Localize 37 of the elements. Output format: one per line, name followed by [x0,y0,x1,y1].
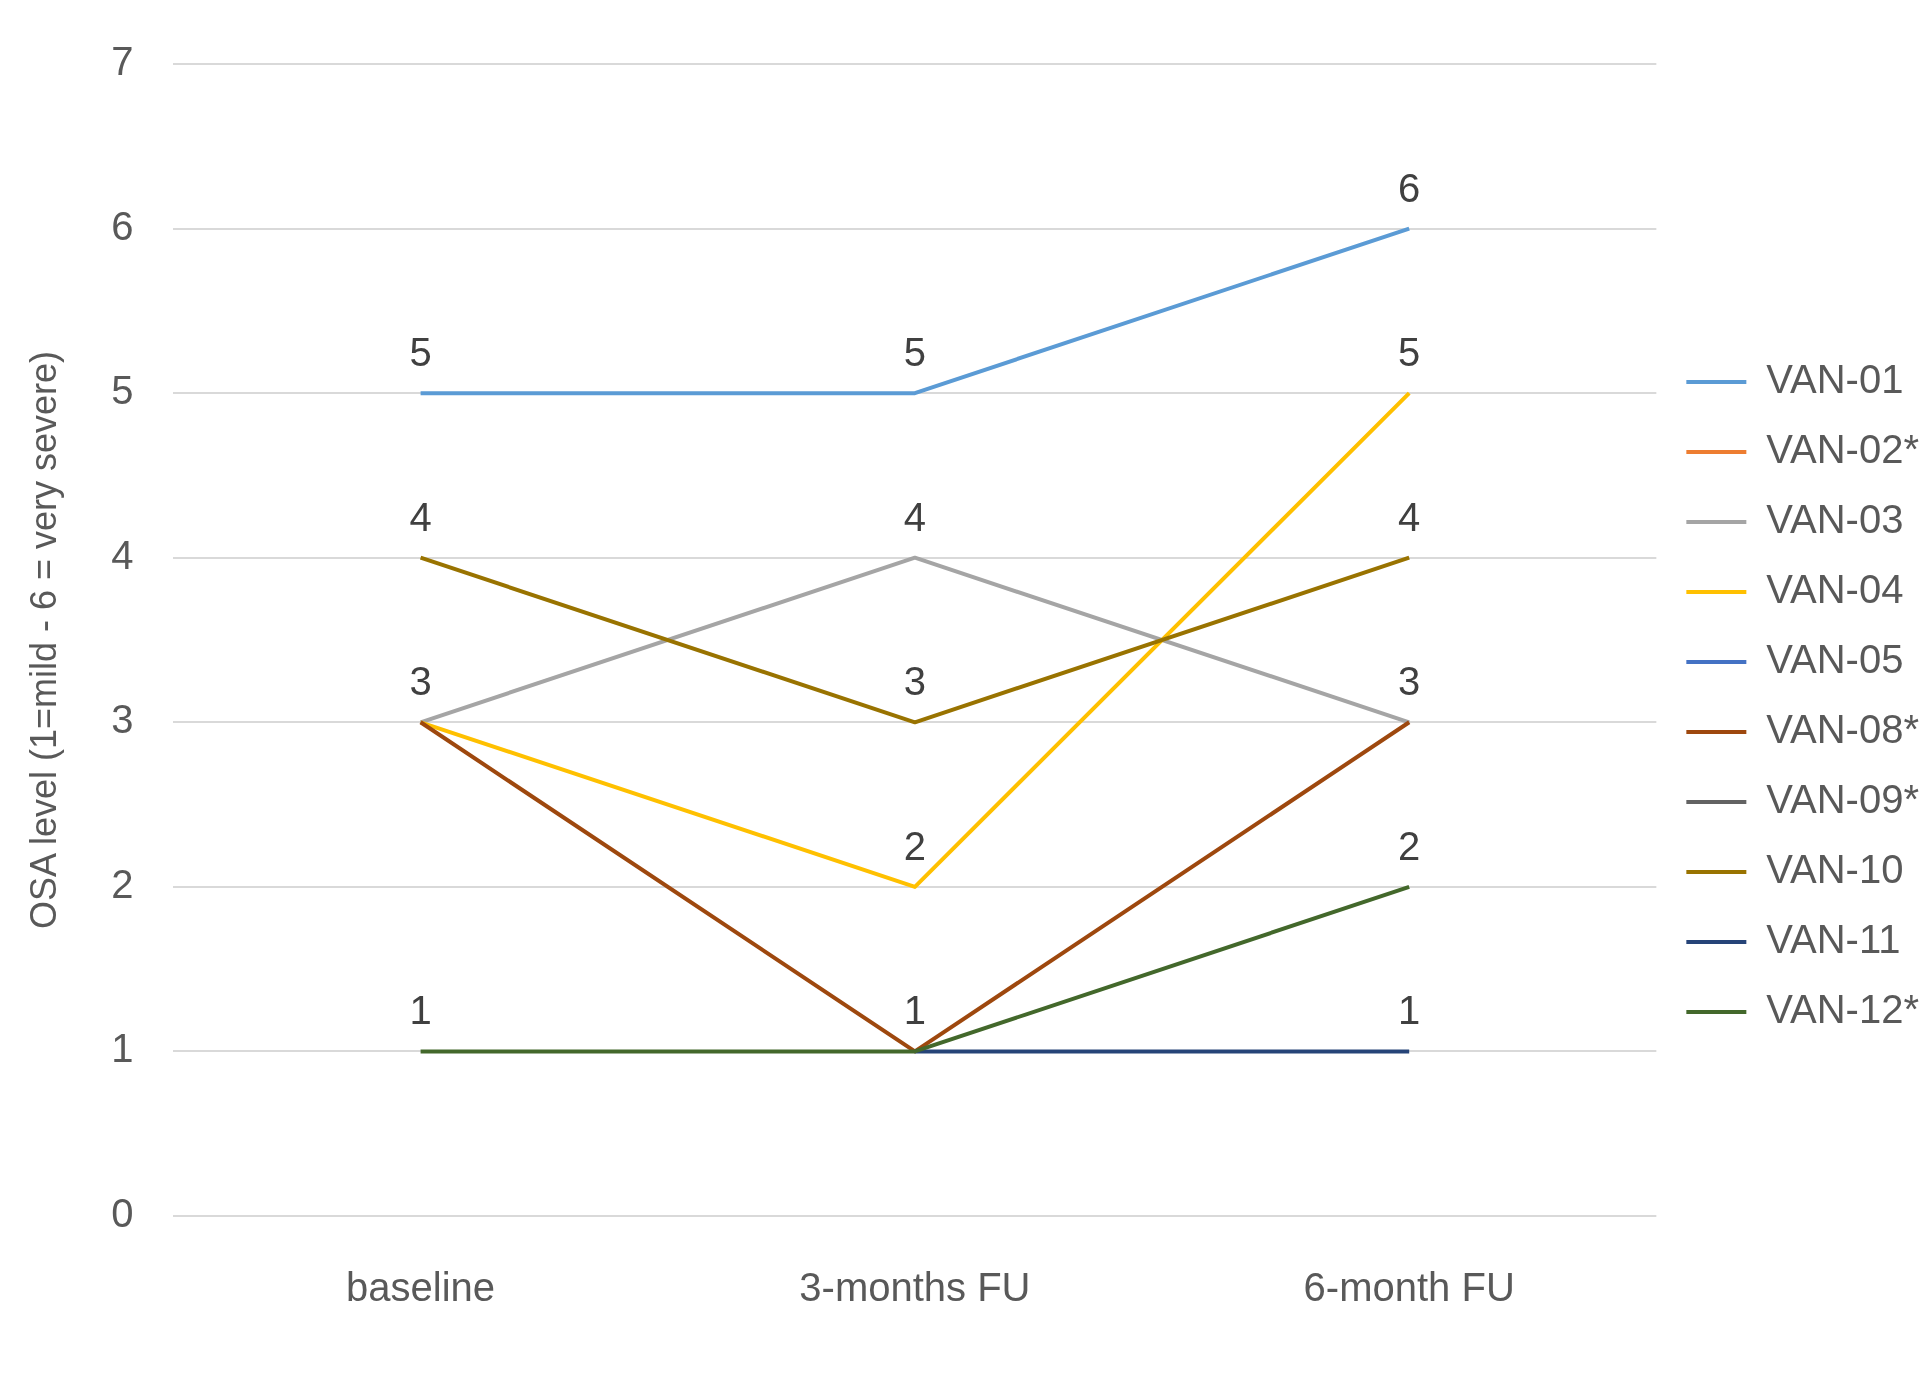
legend-label: VAN-12* [1766,987,1919,1032]
y-tick-label: 4 [111,532,134,577]
y-tick-label: 2 [111,861,134,906]
y-tick-label: 7 [111,39,134,84]
y-tick-label: 0 [111,1191,134,1236]
x-tick-label: 6-month FU [1303,1265,1515,1310]
legend-label: VAN-05 [1766,637,1904,682]
data-label: 2 [1398,823,1421,868]
data-label: 5 [903,330,927,375]
legend-label: VAN-10 [1766,847,1904,892]
y-tick-label: 5 [111,368,134,413]
legend-label: VAN-11 [1766,917,1901,962]
y-tick-label: 6 [111,203,134,248]
x-tick-label: 3-months FU [799,1265,1031,1310]
y-axis-title: OSA level (1=mild - 6 = very severe) [22,350,64,930]
data-label: 2 [903,823,927,868]
legend-label: VAN-09* [1766,777,1919,822]
data-label: 3 [1398,659,1421,704]
legend-label: VAN-03 [1766,497,1904,542]
data-label: 4 [1398,494,1421,539]
data-label: 3 [903,659,927,704]
y-tick-label: 1 [111,1026,134,1071]
data-label: 6 [1398,165,1421,210]
data-label: 1 [1398,988,1421,1033]
data-label: 3 [409,659,432,704]
legend-label: VAN-04 [1766,567,1904,612]
data-label: 4 [903,494,927,539]
data-label: 1 [409,988,432,1033]
legend-label: VAN-01 [1766,357,1904,402]
legend-label: VAN-02* [1766,427,1919,472]
x-tick-label: baseline [346,1265,496,1310]
data-label: 5 [1398,330,1421,375]
y-tick-label: 3 [111,697,134,742]
data-label: 4 [409,494,432,539]
data-label: 5 [409,330,432,375]
legend-label: VAN-08* [1766,707,1919,752]
data-label: 1 [903,988,927,1033]
